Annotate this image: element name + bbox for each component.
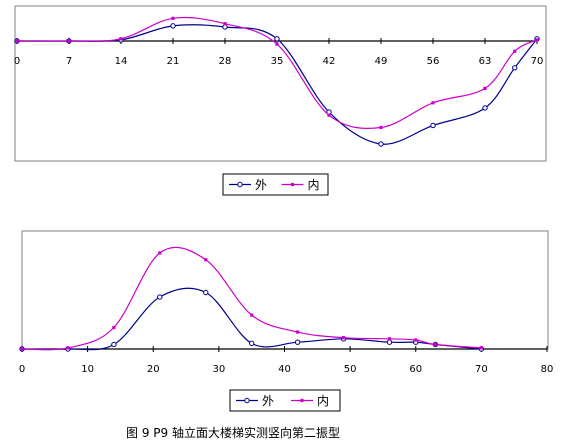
top-point-outer — [430, 122, 436, 129]
top-tick-label: 28 — [219, 56, 232, 67]
bottom-legend-label-inner: 内 — [317, 394, 329, 408]
chart-top: 0 7 14 21 28 35 42 49 56 63 70 外 内 — [14, 5, 547, 196]
top-tick-label: 56 — [427, 56, 440, 67]
top-legend-marker-inner — [290, 182, 295, 187]
bottom-tick-label: 60 — [409, 364, 422, 375]
top-point-inner — [535, 38, 539, 42]
top-point-inner — [67, 39, 71, 43]
chart-bottom: 0 10 20 30 40 50 60 70 80 外 内 — [19, 230, 554, 412]
bottom-tick-label: 10 — [81, 364, 94, 375]
bottom-legend-marker-outer — [244, 397, 250, 404]
top-tick-label: 63 — [479, 56, 492, 67]
bottom-tick-label: 80 — [541, 364, 554, 375]
bottom-point-outer — [386, 339, 393, 345]
top-plot-frame — [14, 5, 547, 162]
bottom-point-inner — [112, 325, 116, 330]
bottom-tick-label: 70 — [475, 364, 488, 375]
bottom-legend-marker-inner — [300, 398, 304, 403]
top-point-inner — [327, 113, 331, 117]
bottom-point-inner — [250, 313, 254, 317]
top-tick-label: 42 — [323, 56, 336, 67]
bottom-tick-label: 0 — [19, 364, 25, 375]
top-tick-label: 0 — [14, 56, 20, 67]
bottom-series-line-outer — [21, 287, 482, 351]
top-tick-label: 49 — [375, 56, 388, 67]
top-point-inner — [483, 86, 487, 90]
bottom-tick-label: 50 — [344, 364, 357, 375]
bottom-point-outer — [157, 294, 163, 300]
top-point-outer — [170, 23, 176, 29]
bottom-plot-frame — [21, 230, 549, 350]
top-tick-label: 21 — [167, 56, 180, 67]
top-point-inner — [275, 42, 279, 46]
bottom-point-inner — [479, 346, 483, 350]
bottom-tick-label: 20 — [147, 364, 160, 375]
top-point-inner — [119, 37, 123, 41]
top-point-outer — [512, 65, 518, 71]
top-legend-label-outer: 外 — [255, 178, 267, 192]
top-point-inner — [15, 39, 19, 43]
top-point-inner — [379, 125, 383, 130]
top-point-outer — [274, 36, 280, 42]
top-tick-label: 7 — [66, 56, 72, 67]
bottom-point-inner — [20, 347, 24, 351]
bottom-point-inner — [414, 338, 418, 342]
top-point-outer — [482, 105, 488, 111]
top-legend-marker-outer — [237, 181, 243, 188]
bottom-legend-label-outer: 外 — [262, 394, 274, 408]
bottom-legend-box — [229, 389, 341, 412]
bottom-point-outer — [111, 341, 117, 348]
top-tick-label: 70 — [531, 56, 544, 67]
bottom-point-inner — [296, 330, 300, 334]
bottom-point-inner — [66, 346, 70, 350]
bottom-point-outer — [203, 289, 209, 296]
top-point-inner — [431, 101, 435, 105]
bottom-tick-label: 30 — [213, 364, 226, 375]
top-legend-box — [222, 173, 329, 196]
top-point-outer — [378, 141, 384, 147]
bottom-point-outer — [294, 339, 301, 345]
top-tick-label: 35 — [271, 56, 284, 67]
top-point-outer — [222, 24, 228, 30]
bottom-point-inner — [204, 258, 208, 262]
figure-caption: 图 9 P9 轴立面大楼梯实测竖向第二振型 — [126, 425, 340, 440]
bottom-series-line-inner — [21, 246, 482, 351]
bottom-point-outer — [248, 340, 255, 347]
top-point-inner — [513, 49, 517, 53]
top-point-inner — [171, 16, 175, 20]
top-series-line-inner — [16, 16, 538, 130]
top-legend-label-inner: 内 — [308, 178, 320, 192]
bottom-tick-label: 40 — [278, 364, 291, 375]
top-tick-label: 14 — [115, 56, 128, 67]
bottom-point-inner — [341, 336, 346, 340]
bottom-point-inner — [387, 337, 392, 341]
bottom-point-inner — [433, 342, 438, 347]
bottom-point-inner — [158, 251, 162, 255]
top-point-inner — [223, 22, 227, 26]
